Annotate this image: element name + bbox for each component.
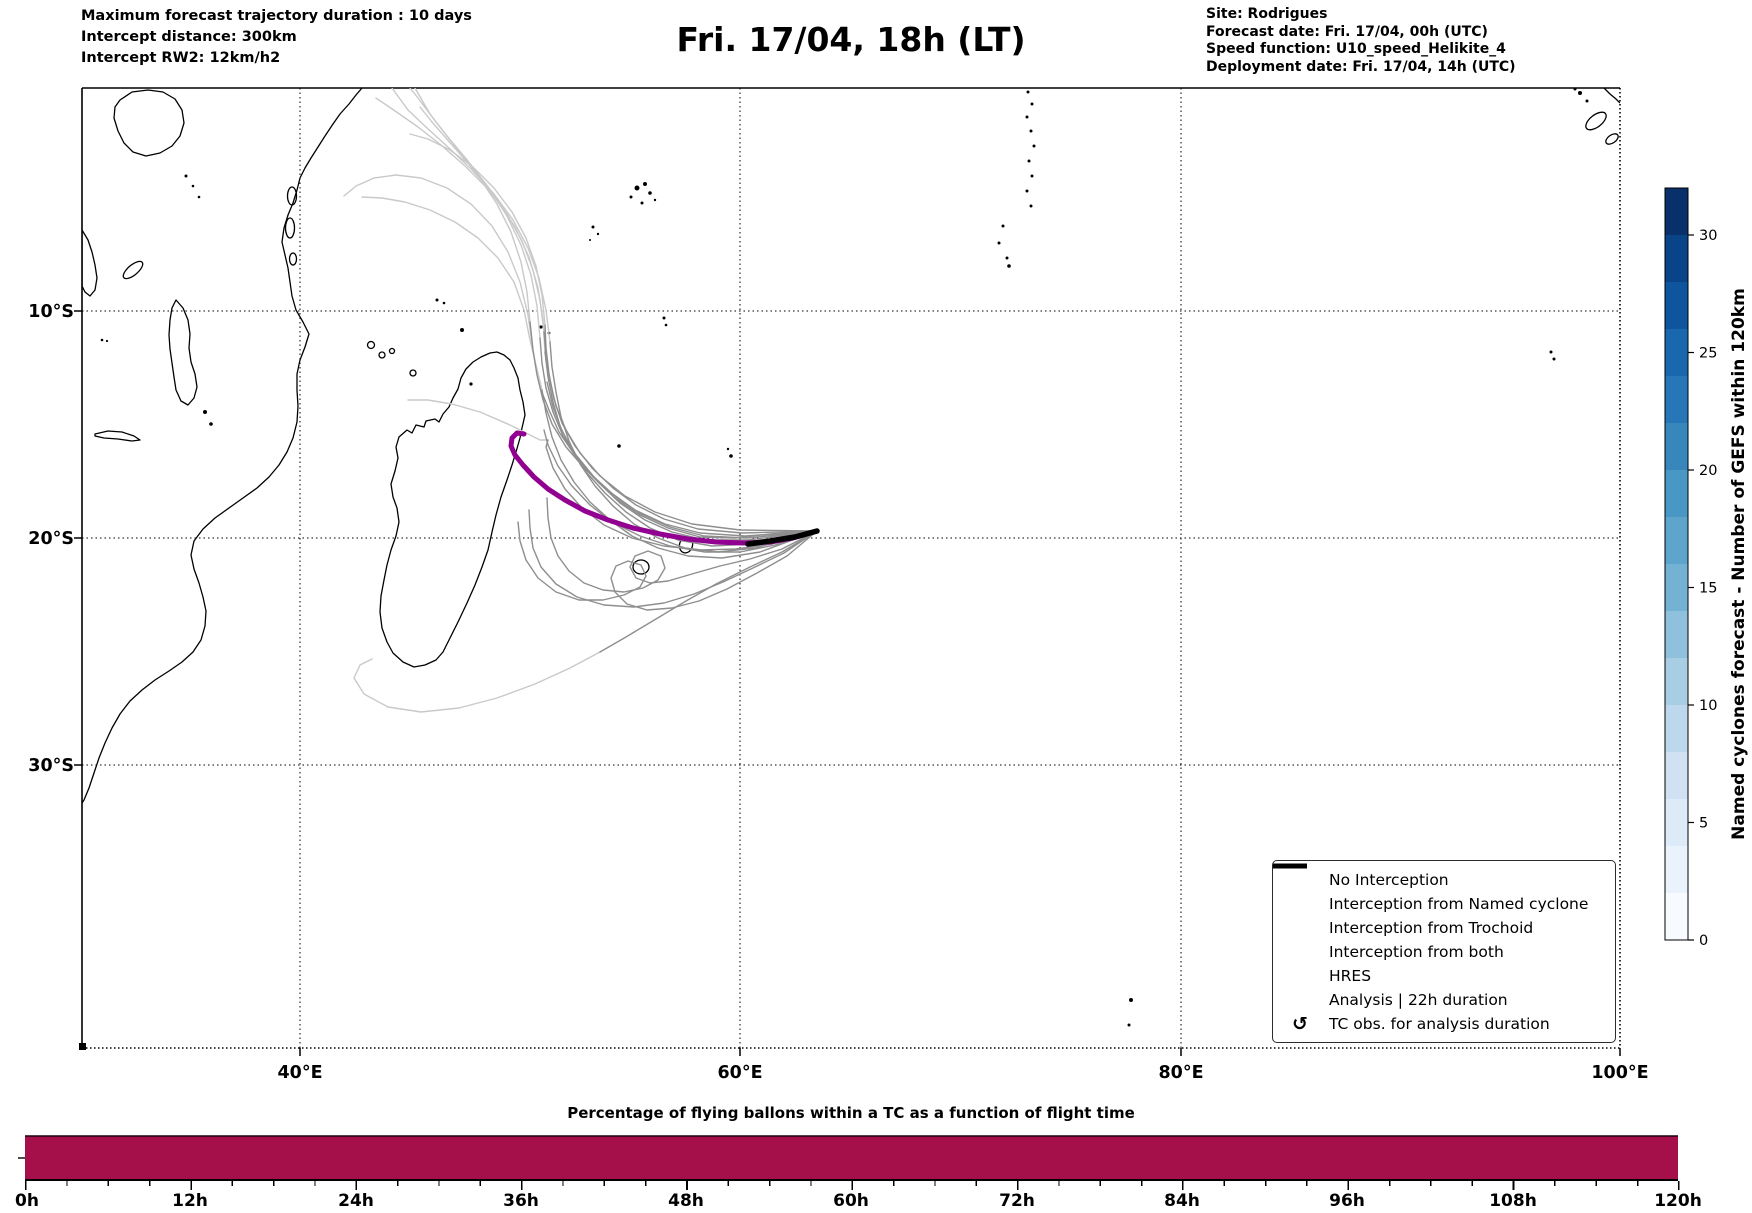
reunion-island bbox=[632, 559, 650, 575]
pemba-island bbox=[286, 186, 298, 206]
hour-label-96: 96h bbox=[1329, 1191, 1365, 1211]
map-frame: 10°S 20°S 30°S 40°E 60°E 80°E 100°E bbox=[28, 87, 1649, 1083]
lake-tanganyika bbox=[82, 229, 98, 297]
analysis-trajectory bbox=[745, 528, 820, 547]
percentage-bar bbox=[25, 1136, 1678, 1180]
lon-label-80e: 80°E bbox=[1158, 1063, 1203, 1083]
hour-label-84: 84h bbox=[1164, 1191, 1200, 1211]
legend-item-trochoid: Interception from Trochoid bbox=[1273, 864, 1605, 940]
hour-label-36: 36h bbox=[503, 1191, 539, 1211]
speed-function-line: Speed function: U10_speed_Helikite_4 bbox=[1206, 41, 1506, 57]
legend-label: Interception from Trochoid bbox=[1329, 919, 1534, 937]
colorbar-tick-10: 10 bbox=[1699, 698, 1717, 714]
hour-label-12: 12h bbox=[172, 1191, 208, 1211]
lat-label-20s: 20°S bbox=[28, 529, 74, 549]
site-line: Site: Rodrigues bbox=[1206, 6, 1328, 22]
lake-cahora-bassa bbox=[94, 430, 141, 442]
mayotte-island bbox=[409, 369, 417, 377]
comoros-island bbox=[388, 347, 396, 355]
lon-label-40e: 40°E bbox=[277, 1063, 322, 1083]
bottom-axis-major-ticks bbox=[25, 1181, 1680, 1190]
legend-item-tc-obs: ↺ TC obs. for analysis duration bbox=[1283, 1012, 1605, 1036]
comoros-island bbox=[366, 340, 376, 350]
lake-victoria bbox=[113, 89, 185, 157]
nias-island bbox=[1605, 133, 1619, 145]
trajectories-no-interception-light bbox=[343, 88, 601, 713]
coastlines bbox=[82, 88, 1620, 804]
page-title: Fri. 17/04, 18h (LT) bbox=[676, 20, 1026, 59]
lake-rukwa bbox=[122, 260, 144, 280]
colorbar-tick-15: 15 bbox=[1699, 581, 1717, 597]
legend-label: Analysis | 22h duration bbox=[1329, 991, 1508, 1009]
map-legend: No Interception Interception from Named … bbox=[1272, 860, 1616, 1043]
hres-trajectory bbox=[508, 430, 820, 546]
lat-label-10s: 10°S bbox=[28, 302, 74, 322]
legend-label: Interception from Named cyclone bbox=[1329, 895, 1589, 913]
hour-label-108: 108h bbox=[1489, 1191, 1537, 1211]
header-right-metadata: Site: Rodrigues Forecast date: Fri. 17/04… bbox=[1206, 6, 1516, 76]
africa-coastline bbox=[82, 88, 363, 804]
colorbar: 0 5 10 15 20 25 30 Named cyclones foreca… bbox=[1664, 187, 1749, 949]
axis-corner-marker bbox=[79, 1043, 86, 1050]
simeulue-island bbox=[1585, 111, 1607, 131]
max-duration-line: Maximum forecast trajectory duration : 1… bbox=[81, 8, 472, 24]
bottom-chart: Percentage of flying ballons within a TC… bbox=[15, 1104, 1702, 1211]
colorbar-ticks bbox=[1688, 234, 1694, 941]
legend-item-named-cyclone: Interception from Named cyclone bbox=[1273, 864, 1605, 916]
comoros-island bbox=[378, 351, 386, 359]
map-axis-ticks bbox=[74, 310, 1621, 1056]
colorbar-tick-25: 25 bbox=[1699, 346, 1717, 362]
hour-label-24: 24h bbox=[338, 1191, 374, 1211]
hour-label-60: 60h bbox=[833, 1191, 869, 1211]
colorbar-axis-label: Named cyclones forecast - Number of GEFS… bbox=[1729, 288, 1749, 840]
hour-label-48: 48h bbox=[668, 1191, 704, 1211]
legend-item-hres: HRES bbox=[1273, 863, 1605, 988]
mafia-island bbox=[288, 252, 298, 266]
hour-label-120: 120h bbox=[1654, 1191, 1702, 1211]
lon-label-100e: 100°E bbox=[1591, 1063, 1648, 1083]
legend-label: HRES bbox=[1329, 967, 1372, 985]
header-left-parameters: Maximum forecast trajectory duration : 1… bbox=[81, 6, 472, 69]
colorbar-tick-0: 0 bbox=[1699, 933, 1708, 949]
sumatra-coast bbox=[1603, 88, 1620, 104]
madagascar-coastline bbox=[379, 351, 526, 668]
hour-label-72: 72h bbox=[999, 1191, 1035, 1211]
hour-label-0: 0h bbox=[15, 1191, 39, 1211]
legend-item-both: Interception from both bbox=[1273, 864, 1605, 964]
lon-label-60e: 60°E bbox=[717, 1063, 762, 1083]
legend-label: No Interception bbox=[1329, 871, 1449, 889]
legend-label: Interception from both bbox=[1329, 943, 1504, 961]
colorbar-bands bbox=[1665, 188, 1688, 940]
intercept-rw2-line: Intercept RW2: 12km/h2 bbox=[81, 50, 281, 66]
lake-malawi bbox=[168, 299, 198, 406]
intercept-distance-line: Intercept distance: 300km bbox=[81, 29, 297, 45]
colorbar-tick-20: 20 bbox=[1699, 463, 1717, 479]
tc-obs-rotation-icon: ↺ bbox=[1292, 1012, 1308, 1035]
bottom-chart-title: Percentage of flying ballons within a TC… bbox=[567, 1104, 1135, 1122]
zanzibar-island bbox=[284, 217, 296, 239]
legend-item-no-interception: No Interception bbox=[1273, 864, 1605, 892]
legend-item-analysis: Analysis | 22h duration bbox=[1273, 863, 1605, 1012]
lat-label-30s: 30°S bbox=[28, 756, 74, 776]
legend-label: TC obs. for analysis duration bbox=[1329, 1015, 1550, 1033]
colorbar-tick-30: 30 bbox=[1699, 228, 1717, 244]
deployment-date-line: Deployment date: Fri. 17/04, 14h (UTC) bbox=[1206, 58, 1516, 75]
colorbar-tick-5: 5 bbox=[1699, 816, 1708, 832]
trajectories-no-interception bbox=[517, 321, 818, 653]
colorbar-outline bbox=[1664, 187, 1689, 941]
forecast-date-line: Forecast date: Fri. 17/04, 00h (UTC) bbox=[1206, 23, 1488, 40]
